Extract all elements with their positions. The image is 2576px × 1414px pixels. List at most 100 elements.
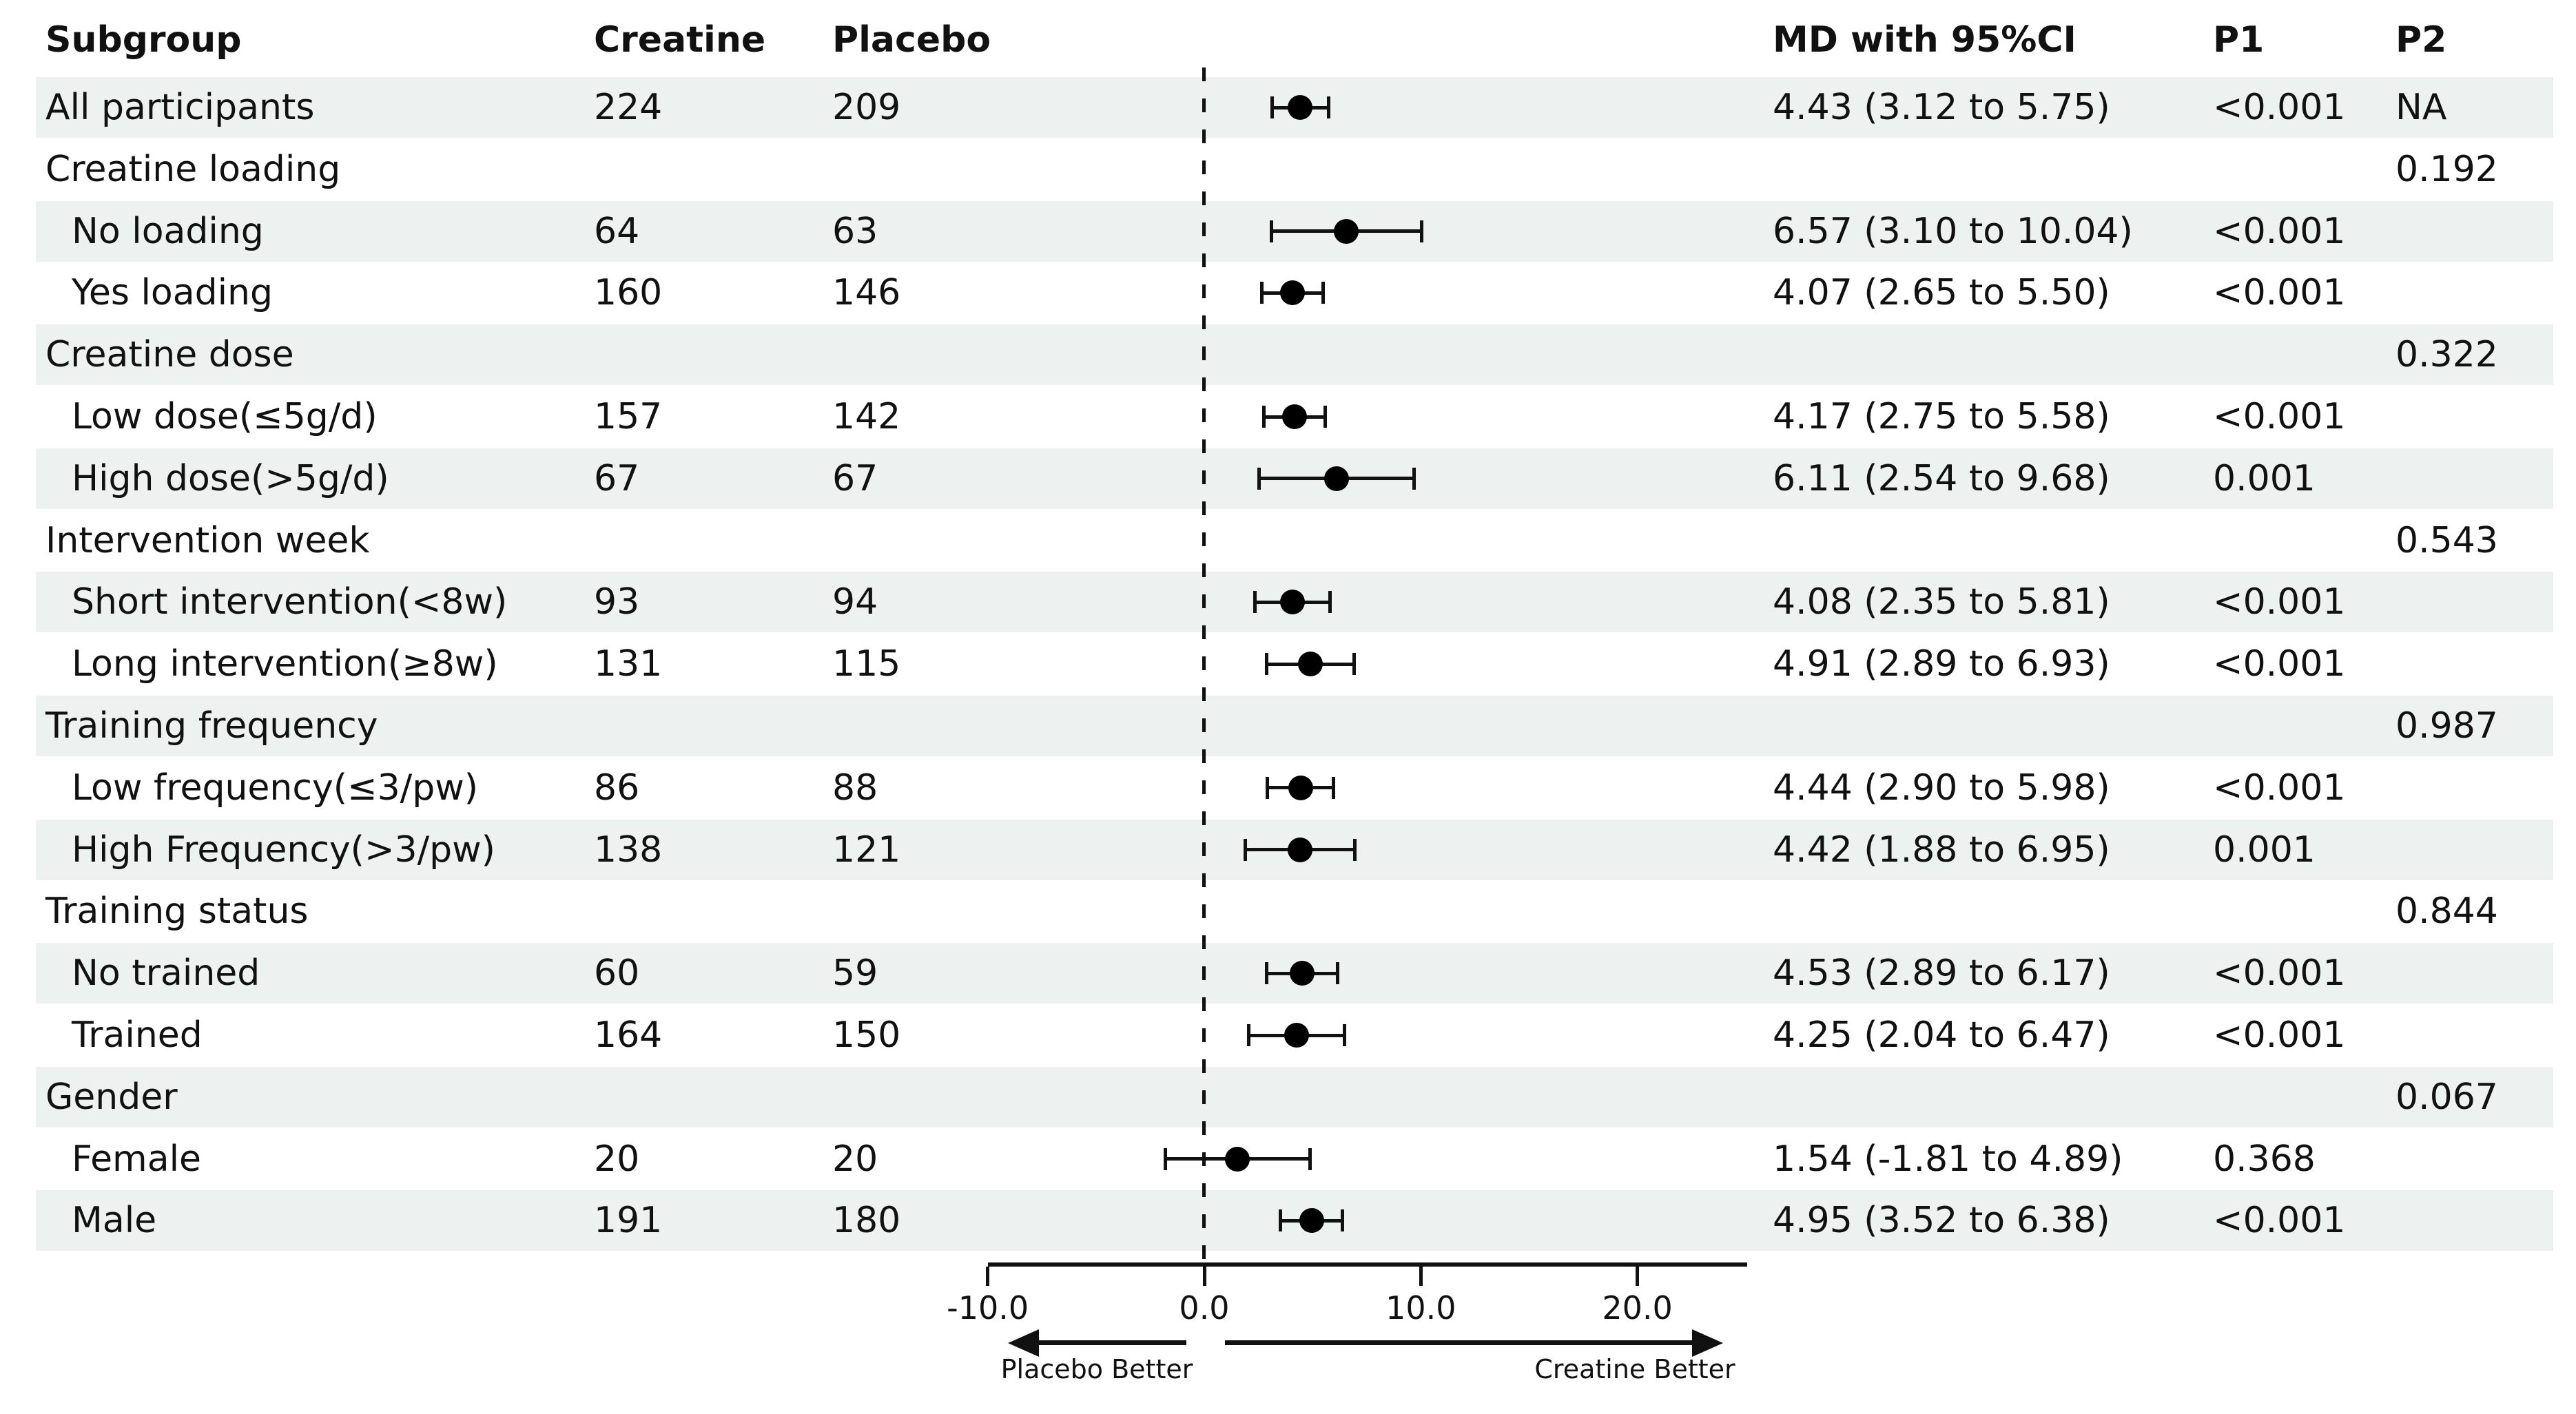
x-axis-tick [1419, 1267, 1423, 1286]
col-header-md-ci: MD with 95%CI [1773, 19, 2077, 61]
md-ci-cell: 4.08 (2.35 to 5.81) [1773, 581, 2110, 623]
subgroup-cell: Male [72, 1200, 157, 1242]
subgroup-cell: No loading [72, 210, 264, 252]
p2-cell: 0.322 [2395, 334, 2498, 376]
subgroup-cell: Female [72, 1138, 202, 1180]
subgroup-cell: No trained [72, 953, 260, 995]
subgroup-cell: Intervention week [45, 519, 370, 561]
subgroup-cell: Training status [45, 891, 309, 933]
p1-cell: <0.001 [2213, 1015, 2346, 1056]
placebo-n-cell: 209 [832, 87, 901, 128]
p1-cell: <0.001 [2213, 272, 2346, 314]
table-row: High dose(>5g/d) 67 67 6.11 (2.54 to 9.68) 0… [36, 448, 2553, 509]
table-row: Trained 164 150 4.25 (2.04 to 6.47) <0.001 [36, 1005, 2553, 1065]
x-axis-tick-label: 10.0 [1385, 1289, 1456, 1327]
subgroup-cell: High Frequency(>3/pw) [72, 829, 495, 871]
table-row: No trained 60 59 4.53 (2.89 to 6.17) <0.001 [36, 943, 2553, 1004]
p2-cell: 0.844 [2395, 891, 2498, 933]
p2-cell: 0.067 [2395, 1076, 2498, 1118]
x-axis-tick-label: 0.0 [1179, 1289, 1230, 1327]
creatine-n-cell: 157 [594, 396, 663, 437]
p1-cell: 0.368 [2213, 1138, 2316, 1180]
table-row: Long intervention(≥8w) 131 115 4.91 (2.89 t… [36, 634, 2553, 694]
placebo-n-cell: 142 [832, 396, 901, 437]
creatine-n-cell: 67 [594, 457, 640, 499]
md-ci-cell: 4.95 (3.52 to 6.38) [1773, 1200, 2110, 1242]
col-header-subgroup: Subgroup [45, 19, 242, 61]
table-row: Creatine loading 0.192 [36, 139, 2553, 200]
placebo-n-cell: 67 [832, 457, 878, 499]
creatine-n-cell: 93 [594, 581, 640, 623]
placebo-n-cell: 121 [832, 829, 901, 871]
creatine-n-cell: 160 [594, 272, 663, 314]
p1-cell: <0.001 [2213, 953, 2346, 995]
col-header-placebo: Placebo [832, 19, 991, 61]
table-row: Short intervention(<8w) 93 94 4.08 (2.35 to… [36, 572, 2553, 633]
subgroup-cell: Long intervention(≥8w) [72, 643, 498, 685]
creatine-n-cell: 191 [594, 1200, 663, 1242]
placebo-n-cell: 94 [832, 581, 878, 623]
subgroup-cell: Low dose(≤5g/d) [72, 396, 378, 437]
creatine-n-cell: 60 [594, 953, 640, 995]
left-arrow-shaft [1037, 1340, 1186, 1345]
p2-cell: 0.987 [2395, 705, 2498, 747]
p2-cell: 0.543 [2395, 519, 2498, 561]
md-ci-cell: 4.17 (2.75 to 5.58) [1773, 396, 2110, 437]
placebo-n-cell: 20 [832, 1138, 878, 1180]
x-axis-tick-label: -10.0 [947, 1289, 1029, 1327]
placebo-n-cell: 115 [832, 643, 901, 685]
subgroup-cell: Low frequency(≤3/pw) [72, 767, 479, 809]
md-ci-cell: 4.07 (2.65 to 5.50) [1773, 272, 2110, 314]
placebo-better-label: Placebo Better [1000, 1354, 1193, 1384]
p1-cell: <0.001 [2213, 643, 2346, 685]
col-header-p1: P1 [2213, 19, 2265, 61]
placebo-n-cell: 146 [832, 272, 901, 314]
table-row: Intervention week 0.543 [36, 510, 2553, 571]
p1-cell: 0.001 [2213, 829, 2316, 871]
p2-cell: 0.192 [2395, 148, 2498, 190]
p2-cell: NA [2395, 87, 2447, 128]
p1-cell: <0.001 [2213, 210, 2346, 252]
subgroup-cell: Yes loading [72, 272, 274, 314]
creatine-n-cell: 164 [594, 1015, 663, 1056]
table-row: Yes loading 160 146 4.07 (2.65 to 5.50) <0.0… [36, 262, 2553, 323]
creatine-n-cell: 138 [594, 829, 663, 871]
col-header-p2: P2 [2395, 19, 2447, 61]
table-row: Gender 0.067 [36, 1066, 2553, 1127]
md-ci-cell: 4.44 (2.90 to 5.98) [1773, 767, 2110, 809]
left-arrowhead-icon [1008, 1329, 1039, 1357]
creatine-n-cell: 86 [594, 767, 640, 809]
placebo-n-cell: 59 [832, 953, 878, 995]
md-ci-cell: 4.42 (1.88 to 6.95) [1773, 829, 2110, 871]
creatine-n-cell: 131 [594, 643, 663, 685]
md-ci-cell: 4.91 (2.89 to 6.93) [1773, 643, 2110, 685]
subgroup-cell: High dose(>5g/d) [72, 457, 389, 499]
subgroup-cell: Gender [45, 1076, 178, 1118]
md-ci-cell: 4.43 (3.12 to 5.75) [1773, 87, 2110, 128]
table-row: Low dose(≤5g/d) 157 142 4.17 (2.75 to 5.58)… [36, 386, 2553, 447]
table-row: Training frequency 0.987 [36, 696, 2553, 756]
x-axis-tick [986, 1267, 990, 1286]
placebo-n-cell: 150 [832, 1015, 901, 1056]
subgroup-cell: Creatine dose [45, 334, 294, 376]
creatine-n-cell: 64 [594, 210, 640, 252]
col-header-creatine: Creatine [594, 19, 766, 61]
p1-cell: 0.001 [2213, 457, 2316, 499]
p1-cell: <0.001 [2213, 1200, 2346, 1242]
table-row: Training status 0.844 [36, 881, 2553, 942]
p1-cell: <0.001 [2213, 767, 2346, 809]
table-row: No loading 64 63 6.57 (3.10 to 10.04) <0.001 [36, 200, 2553, 262]
p1-cell: <0.001 [2213, 581, 2346, 623]
subgroup-cell: Trained [72, 1015, 203, 1056]
p1-cell: <0.001 [2213, 87, 2346, 128]
placebo-n-cell: 63 [832, 210, 878, 252]
subgroup-cell: Creatine loading [45, 148, 341, 190]
table-row: Low frequency(≤3/pw) 86 88 4.44 (2.90 to 5.… [36, 758, 2553, 818]
right-arrowhead-icon [1692, 1329, 1723, 1357]
x-axis-tick-label: 20.0 [1602, 1289, 1673, 1327]
table-row: All participants 224 209 4.43 (3.12 to 5.75… [36, 77, 2553, 138]
right-arrow-shaft [1225, 1340, 1693, 1345]
table-row: High Frequency(>3/pw) 138 121 4.42 (1.88 to… [36, 819, 2553, 880]
x-axis-line [988, 1262, 1747, 1267]
